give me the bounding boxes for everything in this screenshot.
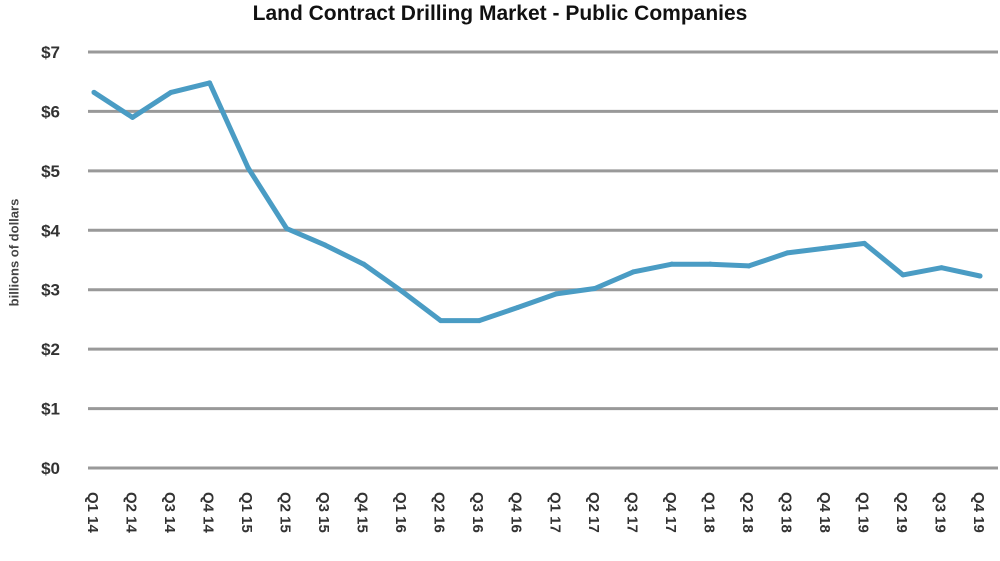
x-tick-label: Q3 19 bbox=[931, 492, 948, 533]
chart-title: Land Contract Drilling Market - Public C… bbox=[252, 2, 748, 25]
y-tick-label: $1 bbox=[41, 400, 60, 419]
x-tick-label: Q3 16 bbox=[469, 492, 486, 533]
data-point bbox=[245, 165, 251, 171]
y-tick-label: $7 bbox=[41, 43, 60, 62]
x-tick-label: Q1 17 bbox=[546, 492, 563, 533]
x-tick-label: Q4 14 bbox=[200, 492, 217, 534]
y-tick-label: $2 bbox=[41, 340, 60, 359]
y-tick-label: $5 bbox=[41, 162, 60, 181]
data-point bbox=[91, 89, 97, 95]
x-tick-label: Q3 18 bbox=[777, 492, 794, 533]
data-point bbox=[130, 114, 136, 120]
data-point bbox=[630, 269, 636, 275]
data-point bbox=[938, 265, 944, 271]
x-tick-label: Q2 15 bbox=[277, 492, 294, 533]
data-point bbox=[207, 80, 213, 86]
y-tick-label: $3 bbox=[41, 281, 60, 300]
x-tick-label: Q3 15 bbox=[315, 492, 332, 533]
x-tick-label: Q4 16 bbox=[508, 492, 525, 533]
data-point bbox=[977, 273, 983, 279]
data-point bbox=[669, 261, 675, 267]
data-point bbox=[361, 261, 367, 267]
x-tick-label: Q4 19 bbox=[970, 492, 987, 533]
data-point bbox=[784, 250, 790, 256]
data-point bbox=[823, 245, 829, 251]
y-tick-label: $6 bbox=[41, 102, 60, 121]
x-tick-label: Q4 18 bbox=[816, 492, 833, 533]
data-point bbox=[553, 291, 559, 297]
x-tick-label: Q1 18 bbox=[700, 492, 717, 533]
data-point bbox=[707, 261, 713, 267]
data-point bbox=[399, 288, 405, 294]
x-tick-label: Q2 14 bbox=[123, 492, 140, 534]
x-tick-label: Q4 15 bbox=[354, 492, 371, 533]
x-tick-label: Q2 16 bbox=[431, 492, 448, 533]
y-tick-label: $0 bbox=[41, 459, 60, 478]
data-point bbox=[438, 318, 444, 324]
data-point bbox=[900, 272, 906, 278]
x-tick-label: Q1 19 bbox=[854, 492, 871, 533]
data-point bbox=[168, 89, 174, 95]
x-tick-label: Q2 19 bbox=[893, 492, 910, 533]
x-tick-label: Q2 17 bbox=[585, 492, 602, 533]
y-tick-label: $4 bbox=[41, 221, 60, 240]
x-tick-label: Q1 14 bbox=[84, 492, 101, 534]
data-point bbox=[861, 240, 867, 246]
data-point bbox=[322, 242, 328, 248]
x-tick-label: Q1 16 bbox=[392, 492, 409, 533]
x-tick-label: Q1 15 bbox=[238, 492, 255, 533]
data-point bbox=[746, 263, 752, 269]
series-line bbox=[91, 80, 983, 324]
data-point bbox=[476, 318, 482, 324]
x-tick-label: Q4 17 bbox=[662, 492, 679, 533]
data-point bbox=[592, 286, 598, 292]
data-point bbox=[515, 305, 521, 311]
data-point bbox=[284, 226, 290, 232]
x-tick-label: Q3 17 bbox=[623, 492, 640, 533]
x-tick-label: Q2 18 bbox=[739, 492, 756, 533]
x-tick-label: Q3 14 bbox=[161, 492, 178, 534]
